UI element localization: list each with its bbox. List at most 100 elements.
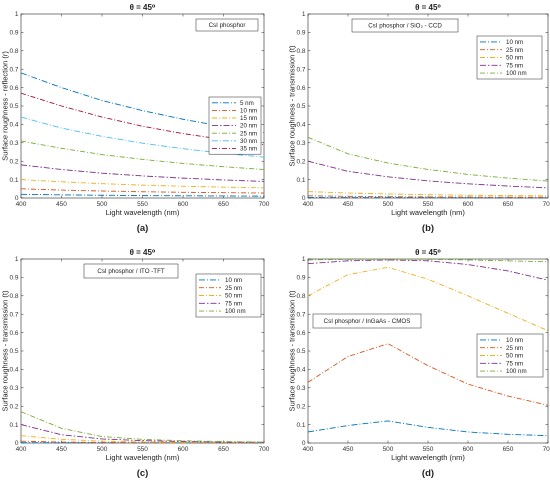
legend-entry: 10 nm: [225, 277, 242, 284]
legend-entry: 100 nm: [225, 308, 246, 315]
legend-entry: 10 nm: [240, 108, 257, 115]
y-tick-label: 0.8: [296, 48, 305, 55]
x-axis-label: Light wavelength (nm): [391, 453, 465, 462]
y-tick-label: 0.5: [296, 103, 305, 110]
x-tick-label: 500: [383, 446, 394, 453]
annotation-text: CsI phosphor / SiO₂ - CCD: [368, 23, 442, 30]
x-tick-label: 600: [178, 446, 189, 453]
legend-entry: 10 nm: [506, 39, 523, 46]
y-tick-label: 0.6: [296, 330, 305, 337]
y-tick-label: 0.4: [9, 122, 18, 129]
chart-title: θ = 45⁰: [130, 248, 156, 257]
legend-entry: 100 nm: [506, 368, 527, 375]
panel-label: (d): [422, 468, 434, 479]
y-tick-label: 0.7: [296, 311, 305, 318]
legend-entry: 50 nm: [225, 293, 242, 300]
annotation-box: [83, 263, 179, 279]
x-tick-label: 550: [137, 446, 148, 453]
x-tick-label: 450: [343, 446, 354, 453]
panel-label: (c): [137, 468, 149, 479]
chart-panel-d: 400 450 500 550 600 650 700 0 0.1 0.2 0.3 0.4 0.5 0.6…: [288, 248, 550, 479]
series-line-75-nm: [307, 259, 549, 281]
legend-entry: 25 nm: [240, 130, 257, 137]
y-tick-label: 0.1: [9, 422, 18, 429]
x-tick-label: 550: [137, 201, 148, 208]
y-tick-label: 0.6: [9, 330, 18, 337]
x-tick-label: 650: [503, 201, 514, 208]
y-tick-label: 0.9: [296, 30, 305, 37]
y-tick-label: 1: [15, 256, 19, 263]
x-tick-label: 650: [503, 446, 514, 453]
y-tick-label: 1: [302, 256, 306, 263]
y-axis-label: Surface roughness - transmission (t): [288, 45, 297, 166]
x-tick-label: 600: [463, 201, 474, 208]
chart-panel-b: 400 450 500 550 600 650 700 0 0.1 0.2 0.3 0.4 0.5 0.6…: [288, 3, 550, 234]
x-tick-label: 500: [97, 201, 108, 208]
annotation-box: [312, 313, 422, 329]
y-tick-label: 0.8: [9, 293, 18, 300]
y-tick-label: 0.2: [296, 158, 305, 165]
y-tick-label: 0.2: [9, 403, 18, 410]
y-tick-label: 0.3: [9, 385, 18, 392]
legend-entry: 20 nm: [240, 123, 257, 130]
y-tick-label: 0.1: [9, 177, 18, 184]
series-line-5-nm: [20, 193, 265, 197]
y-axis-label: Surface roughness - transmission (t): [288, 290, 297, 411]
y-tick-label: 0: [302, 195, 306, 202]
chart-panel-a: 400 450 500 550 600 650 700 0 0.1 0.2 0.3 0.4 0.5 0.6…: [1, 3, 270, 234]
x-tick-label: 500: [97, 446, 108, 453]
x-tick-label: 450: [56, 446, 67, 453]
panel-label: (a): [137, 223, 149, 234]
x-tick-label: 400: [303, 446, 314, 453]
y-tick-label: 0.3: [296, 385, 305, 392]
legend-entry: 75 nm: [506, 360, 523, 367]
x-tick-label: 550: [423, 201, 434, 208]
legend-entry: 35 nm: [240, 146, 257, 153]
annotation-box: [195, 18, 259, 32]
panel-label: (b): [422, 223, 434, 234]
y-tick-label: 0: [15, 440, 19, 447]
y-tick-label: 0.5: [9, 103, 18, 110]
x-tick-label: 400: [16, 201, 27, 208]
x-tick-label: 700: [259, 201, 270, 208]
x-tick-label: 700: [543, 446, 550, 453]
y-tick-label: 0.9: [9, 30, 18, 37]
legend-entry: 30 nm: [240, 138, 257, 145]
y-tick-label: 0.4: [296, 122, 305, 129]
y-tick-label: 0.5: [9, 348, 18, 355]
legend-entry: 10 nm: [506, 337, 523, 344]
legend-entry: 25 nm: [506, 47, 523, 54]
y-tick-label: 0: [302, 440, 306, 447]
x-tick-label: 400: [16, 446, 27, 453]
series-line-25-nm: [307, 195, 548, 198]
x-tick-label: 650: [218, 201, 229, 208]
y-tick-label: 0.6: [9, 85, 18, 92]
x-tick-label: 500: [383, 201, 394, 208]
x-tick-label: 600: [463, 446, 474, 453]
annotation-text: CsI phosphor / InGaAs - CMOS: [324, 318, 411, 325]
y-tick-label: 0.6: [296, 85, 305, 92]
legend-entry: 15 nm: [240, 115, 257, 122]
series-line-50-nm: [307, 266, 549, 332]
y-tick-label: 0.1: [296, 422, 305, 429]
y-axis-label: Surface roughness - reflection (r): [1, 51, 10, 161]
y-tick-label: 0.5: [296, 348, 305, 355]
y-tick-label: 0.3: [296, 140, 305, 147]
chart-panel-c: 400 450 500 550 600 650 700 0 0.1 0.2 0.3 0.4 0.5 0.6…: [1, 248, 270, 479]
series-line-10-nm: [20, 188, 265, 194]
x-axis-label: Light wavelength (nm): [391, 208, 465, 217]
series-line-100-nm: [20, 411, 265, 443]
y-tick-label: 0.2: [296, 403, 305, 410]
legend-entry: 75 nm: [506, 62, 523, 69]
x-tick-label: 450: [343, 201, 354, 208]
chart-title: θ = 45⁰: [130, 3, 156, 12]
y-tick-label: 0.4: [296, 367, 305, 374]
chart-title: θ = 45⁰: [415, 248, 441, 257]
y-tick-label: 0.7: [9, 311, 18, 318]
x-tick-label: 450: [56, 201, 67, 208]
x-axis-label: Light wavelength (nm): [106, 453, 180, 462]
x-tick-label: 650: [218, 446, 229, 453]
legend-entry: 25 nm: [506, 345, 523, 352]
series-line-50-nm: [307, 191, 549, 197]
